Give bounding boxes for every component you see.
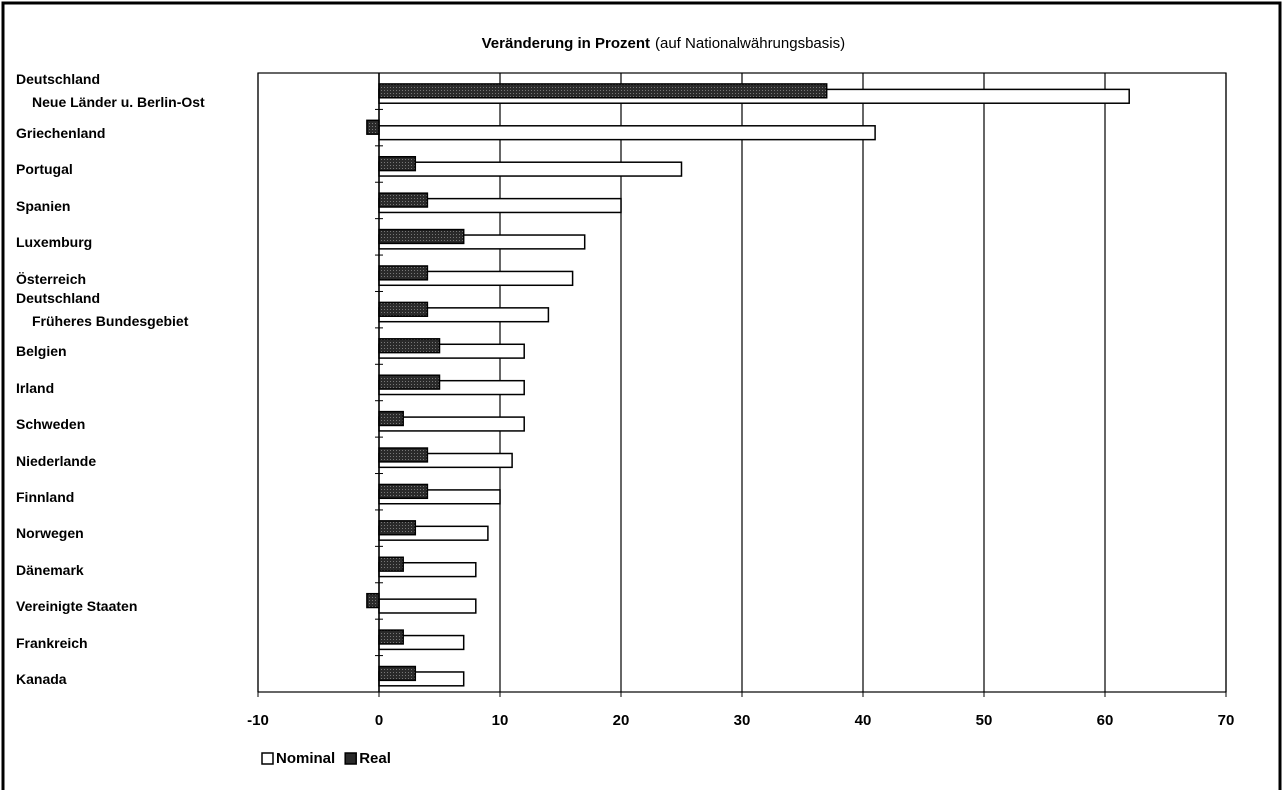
- legend-swatch: [261, 752, 274, 765]
- chart-subtitle: (auf Nationalwährungsbasis): [655, 35, 845, 52]
- bar: [378, 410, 404, 427]
- bar: [378, 265, 429, 281]
- plot-area: [257, 72, 1227, 693]
- legend-label: Nominal: [276, 750, 335, 767]
- bar: [378, 483, 429, 500]
- bar: [378, 228, 465, 245]
- bar: [378, 598, 477, 614]
- bar: [366, 119, 380, 135]
- legend-label: Real: [359, 750, 391, 767]
- y-tick-label: Frankreich: [16, 634, 88, 651]
- y-tick-label: Dänemark: [16, 561, 84, 578]
- bar: [366, 592, 380, 609]
- chart-title: Veränderung in Prozent: [482, 35, 650, 52]
- bar: [378, 83, 828, 99]
- y-tick-label: Irland: [16, 379, 55, 396]
- x-tick-label: 40: [855, 712, 872, 729]
- y-tick-label: Deutschland Neue Länder u. Berlin-Ost: [16, 71, 205, 111]
- bar: [378, 338, 441, 354]
- legend-swatch: [344, 752, 357, 765]
- bar: [378, 374, 441, 390]
- bar: [378, 665, 417, 682]
- x-tick-label: 50: [976, 712, 993, 729]
- bar: [378, 520, 417, 536]
- x-tick-label: 10: [492, 712, 509, 729]
- y-tick-label: Finnland: [16, 489, 75, 506]
- y-tick-label: Schweden: [16, 416, 86, 433]
- y-tick-label: Portugal: [16, 161, 73, 178]
- y-tick-label: Österreich: [16, 270, 87, 287]
- bar: [378, 161, 683, 177]
- bar: [378, 629, 404, 645]
- bar: [378, 192, 429, 208]
- y-tick-label: Vereinigte Staaten: [16, 598, 138, 615]
- y-tick-label: Kanada: [16, 671, 67, 688]
- y-tick-label: Luxemburg: [16, 234, 93, 251]
- y-tick-label: Belgien: [16, 343, 67, 360]
- bar: [378, 155, 417, 172]
- bar: [378, 556, 404, 572]
- x-tick-label: 60: [1097, 712, 1114, 729]
- x-tick-label: 70: [1218, 712, 1235, 729]
- x-tick-label: 30: [734, 712, 751, 729]
- bar: [378, 447, 429, 463]
- x-tick-label: 20: [613, 712, 630, 729]
- y-tick-label: Spanien: [16, 197, 71, 214]
- bar: [378, 301, 429, 317]
- y-tick-label: Deutschland Früheres Bundesgebiet: [16, 289, 189, 329]
- y-tick-label: Griechenland: [16, 124, 106, 141]
- x-tick-label: 0: [375, 712, 383, 729]
- y-tick-label: Norwegen: [16, 525, 84, 542]
- bar: [378, 125, 876, 141]
- x-tick-label: -10: [247, 712, 269, 729]
- y-tick-label: Niederlande: [16, 452, 97, 469]
